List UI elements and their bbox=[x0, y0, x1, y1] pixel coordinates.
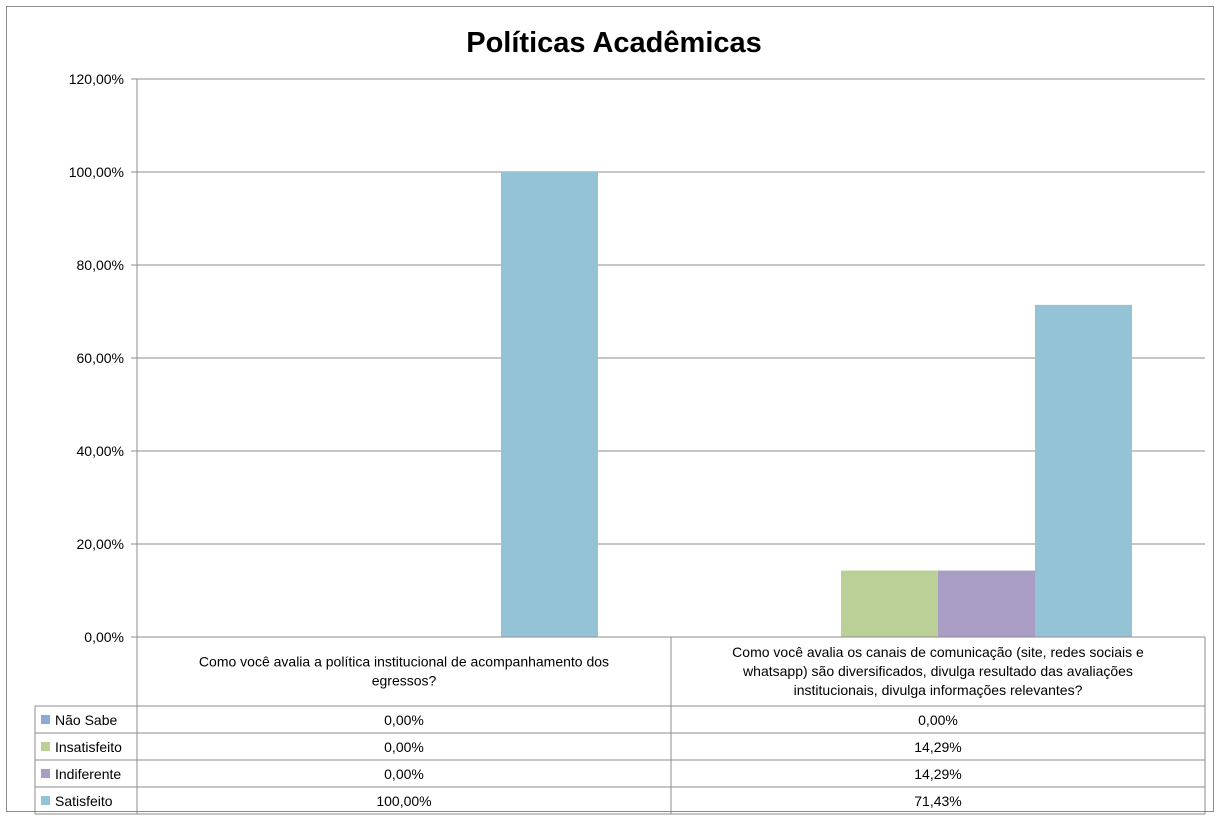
data-label: 14,29% bbox=[914, 766, 961, 782]
category-label: Como você avalia a política instituciona… bbox=[199, 654, 609, 670]
category-labels: Como você avalia a política instituciona… bbox=[199, 644, 1144, 698]
bar bbox=[501, 172, 598, 637]
legend-label: Insatisfeito bbox=[55, 739, 122, 755]
chart-title: Políticas Acadêmicas bbox=[466, 27, 762, 59]
legend-label: Não Sabe bbox=[55, 712, 117, 728]
y-tick-label: 0,00% bbox=[84, 629, 124, 645]
y-tick-label: 40,00% bbox=[77, 443, 124, 459]
y-tick-label: 120,00% bbox=[69, 71, 124, 87]
category-label: Como você avalia os canais de comunicaçã… bbox=[732, 644, 1144, 660]
y-tick-label: 20,00% bbox=[77, 536, 124, 552]
legend-key bbox=[41, 742, 50, 751]
chart-frame bbox=[6, 6, 1214, 812]
legend-label: Indiferente bbox=[55, 766, 121, 782]
data-label: 14,29% bbox=[914, 739, 961, 755]
legend-label: Satisfeito bbox=[55, 793, 113, 809]
data-table: Não Sabe 0,00% 0,00% Insatisfeito 0,00% 14,29… bbox=[34, 636, 1206, 815]
data-label: 0,00% bbox=[384, 766, 424, 782]
category-label: whatsapp) são diversificados, divulga re… bbox=[742, 663, 1133, 679]
legend-key bbox=[41, 769, 50, 778]
gridlines bbox=[131, 78, 1205, 638]
bars bbox=[501, 172, 1132, 637]
y-tick-label: 80,00% bbox=[77, 257, 124, 273]
data-label: 100,00% bbox=[376, 793, 431, 809]
data-label: 71,43% bbox=[914, 793, 961, 809]
y-axis-ticks: 0,00% 20,00% 40,00% 60,00% 80,00% 100,00% 120,… bbox=[69, 71, 124, 645]
category-label: egressos? bbox=[372, 673, 437, 689]
y-tick-label: 100,00% bbox=[69, 164, 124, 180]
bar bbox=[841, 570, 938, 637]
data-label: 0,00% bbox=[918, 712, 958, 728]
legend-key bbox=[41, 715, 50, 724]
legend-key bbox=[41, 796, 50, 805]
data-label: 0,00% bbox=[384, 712, 424, 728]
category-label: institucionais, divulga informações rele… bbox=[794, 682, 1083, 698]
data-label: 0,00% bbox=[384, 739, 424, 755]
bar bbox=[938, 570, 1035, 637]
y-tick-label: 60,00% bbox=[77, 350, 124, 366]
bar bbox=[1035, 304, 1132, 637]
